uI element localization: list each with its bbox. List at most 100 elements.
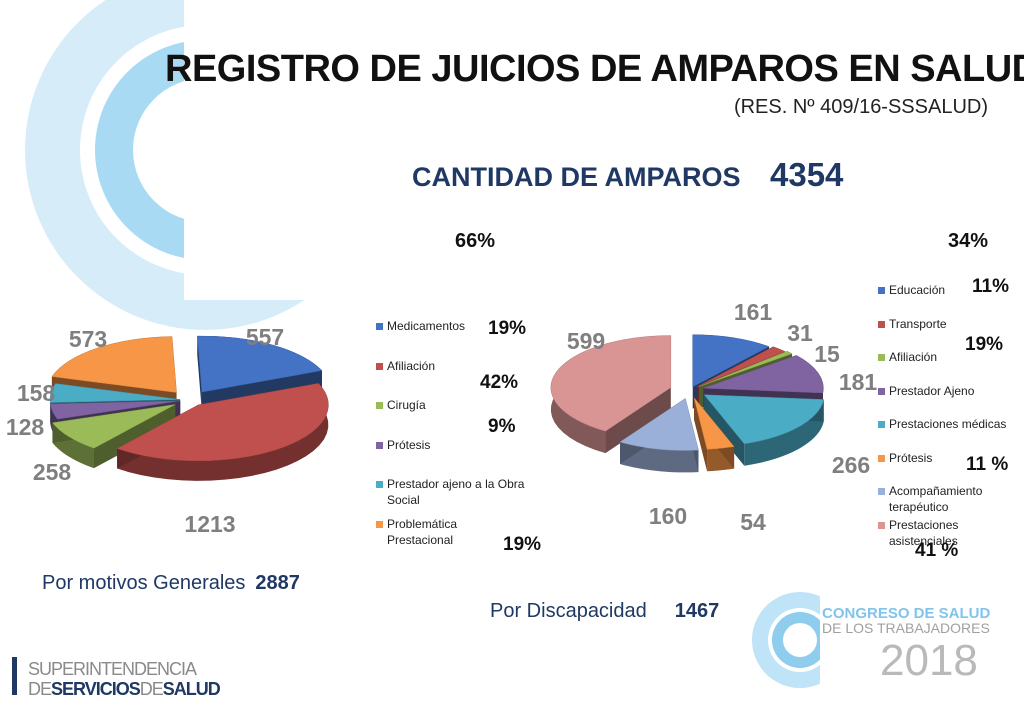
congress-logo-core [783, 623, 817, 657]
legend-label: Prótesis [387, 437, 431, 452]
legend-label: Problemática Prestacional [387, 516, 458, 547]
st-letter-s: S [137, 114, 158, 150]
value-label-prestaciones-medicas: 266 [832, 452, 870, 478]
slice-wall-medicamentos [197, 336, 202, 413]
general-pct-label: 19% [503, 534, 542, 555]
value-label-prestaciones-asistenciales: 599 [567, 328, 605, 354]
value-label-cirugia: 258 [33, 459, 72, 485]
general-headline-pct: 66% [455, 230, 496, 252]
value-label-educacion: 161 [734, 299, 773, 325]
slice-prestaciones-medicas [703, 394, 825, 445]
slice-cirugia [51, 404, 176, 449]
general-pct-label: 9% [488, 416, 516, 437]
total-value: 4354 [770, 156, 844, 193]
legend-swatch [878, 488, 885, 495]
page-title: REGISTRO DE JUICIOS DE AMPAROS EN SALUD [165, 48, 1024, 90]
legend-item-prestador-ajeno-a-la-obra-social: Prestador ajeno a la Obra Social [376, 476, 526, 508]
legend-item-prestaciones-medicas: Prestaciones médicas [878, 416, 1024, 432]
legend-label: Prestaciones asistenciales [889, 517, 959, 548]
st-letter-t: T [138, 149, 158, 185]
legend-item-afiliacion: Afiliación [878, 349, 1024, 365]
legend-swatch [376, 362, 383, 370]
value-label-transporte: 31 [787, 320, 813, 346]
discapacidad-pct-label: 11 % [966, 454, 1009, 475]
discapacidad-headline-pct: 34% [948, 230, 989, 252]
slice-wall-prestaciones-medicas [704, 394, 745, 466]
page-subtitle: (RES. Nº 409/16-SSSALUD) [733, 96, 988, 118]
congress-year: 2018 [880, 636, 978, 685]
legend-swatch [878, 354, 885, 361]
legend-item-protesis: Prótesis [878, 450, 1024, 466]
legend-swatch [376, 441, 383, 449]
ssalud-bar [12, 657, 17, 695]
slice-educacion [692, 334, 770, 388]
legend-swatch [878, 454, 885, 462]
slice-afiliacion [116, 383, 329, 462]
legend-swatch [376, 520, 383, 528]
legend-label: Prestaciones médicas [889, 417, 1007, 431]
legend-item-protesis: Prótesis [376, 437, 526, 453]
discapacidad-footer: Por Discapacidad 1467 [490, 600, 719, 623]
pie-general: 557 1213 258 128 158 573 [6, 324, 329, 537]
legend-swatch [878, 287, 885, 294]
general-pct-label: 42% [480, 372, 519, 393]
legend-item-prestador-ajeno: Prestador Ajeno [878, 383, 1024, 399]
legend-swatch [376, 481, 383, 488]
legend-label: Afiliación [889, 350, 938, 364]
legend-item-problematica-prestacional: Problemática Prestacional [376, 516, 526, 548]
congress-st-t: T [789, 641, 797, 655]
slice-afiliacion [698, 350, 793, 387]
slice-medicamentos [197, 335, 323, 393]
legend-item-prestaciones-asistenciales: Prestaciones asistenciales [878, 517, 1024, 549]
general-pct-label: 19% [488, 318, 527, 339]
general-footer-label: Por motivos Generales [42, 572, 246, 594]
slice-prestaciones-asistenciales [550, 335, 672, 432]
legend-label: Afiliación [387, 358, 436, 373]
legend-item-acompanamiento-terapeutico: Acompañamiento terapéutico [878, 483, 1024, 515]
congress-line-1: CONGRESO DE SALUD [822, 605, 991, 622]
legend-item-medicamentos: Medicamentos [376, 318, 526, 334]
slice-side-prestaciones-medicas [744, 399, 824, 466]
congress-line-2: DE LOS TRABAJADORES [822, 620, 990, 636]
value-label-problematica-prestacional: 573 [69, 326, 107, 352]
value-label-prestador-ajeno-a-la-obra-social: 158 [17, 380, 56, 406]
legend-label: Medicamentos [387, 319, 466, 333]
discapacidad-pct-label: 19% [965, 334, 1004, 355]
value-label-protesis: 54 [740, 509, 766, 535]
discapacidad-pct-label: 41 % [915, 540, 959, 561]
legend-label: Educación [889, 283, 946, 297]
value-label-afiliacion: 1213 [184, 511, 235, 537]
slice-wall-prestaciones-asistenciales [605, 387, 671, 454]
discapacidad-footer-total: 1467 [674, 600, 720, 622]
slice-wall-protesis [694, 397, 708, 472]
legend-label: Cirugía [387, 398, 426, 412]
slice-problematica-prestacional [51, 336, 177, 393]
slice-acompanamiento-terapeutico [619, 398, 699, 451]
ssalud-line-1: SUPERINTENDENCIA [28, 659, 197, 679]
legend-item-cirugia: Cirugía [376, 397, 526, 413]
legend-label: Prestador ajeno a la Obra Social [387, 477, 525, 507]
slice-protesis [50, 400, 181, 420]
legend-label: Prótesis [889, 450, 933, 465]
legend-label: Prestador Ajeno [889, 383, 975, 398]
legend-swatch [878, 320, 885, 328]
general-footer-total: 2887 [255, 572, 300, 594]
legend-item-transporte: Transporte [878, 316, 1024, 332]
brand-mask [184, 0, 1024, 300]
legend-swatch [878, 421, 885, 428]
legend-swatch [878, 521, 885, 529]
congress-logo-mask [820, 588, 850, 692]
discapacidad-pct-label: 11% [972, 276, 1009, 297]
legend-swatch [878, 387, 885, 395]
value-label-prestador-ajeno: 181 [839, 369, 878, 395]
value-label-afiliacion: 15 [814, 341, 840, 367]
slice-transporte [696, 346, 786, 388]
legend-swatch [376, 402, 383, 409]
slice-protesis [693, 397, 735, 450]
legend-item-afiliacion: Afiliación [376, 358, 526, 374]
value-label-acompanamiento-terapeutico: 160 [649, 503, 687, 529]
value-label-protesis: 128 [6, 414, 45, 440]
